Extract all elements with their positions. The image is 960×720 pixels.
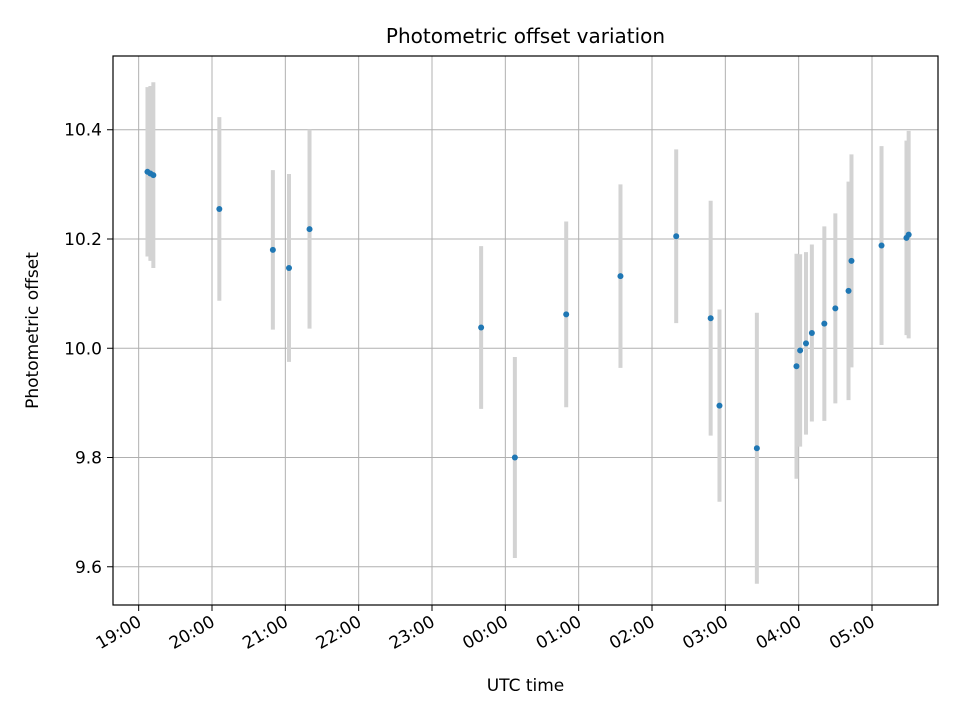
y-tick-label: 10.4 [64,121,102,141]
data-point [269,246,276,253]
data-point [511,454,518,461]
data-point [673,233,680,240]
y-tick-label: 10.2 [64,230,102,250]
data-point [617,273,624,280]
data-point [150,172,157,179]
data-point [753,445,760,452]
data-point [563,311,570,318]
data-point [808,329,815,336]
data-point [797,347,804,354]
data-point [821,320,828,327]
y-tick-label: 10.0 [64,339,102,359]
y-axis-ticks: 9.6 9.8 10.0 10.2 10.4 [64,121,113,578]
data-point [905,231,912,238]
chart-title: Photometric offset variation [386,24,665,48]
data-point [306,226,313,233]
data-point [707,315,714,322]
data-point [478,324,485,331]
data-point [878,242,885,249]
y-axis-label: Photometric offset [23,252,43,409]
y-tick-label: 9.6 [75,558,102,578]
data-point [845,287,852,294]
data-point [803,340,809,347]
data-point [716,402,723,409]
data-points [144,168,912,461]
data-point [848,257,855,264]
data-point [216,205,223,212]
data-point [286,264,292,271]
data-point [793,363,800,370]
x-axis-label: UTC time [487,676,565,696]
y-tick-label: 9.8 [75,449,102,469]
data-point [832,305,839,312]
plot-frame [112,55,939,606]
